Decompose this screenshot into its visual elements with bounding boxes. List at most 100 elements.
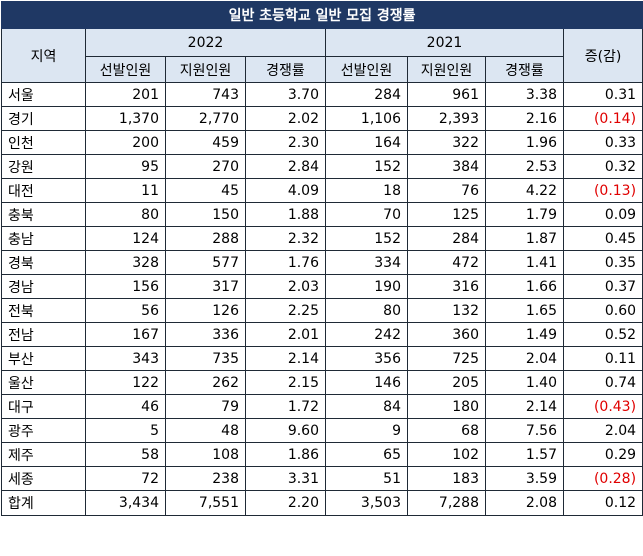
value-cell[interactable]: 76 — [407, 178, 486, 203]
value-cell[interactable]: 2.14 — [245, 346, 326, 371]
value-cell[interactable]: 164 — [325, 130, 408, 155]
value-cell[interactable]: 9.60 — [245, 418, 326, 443]
value-cell[interactable]: 3,503 — [325, 490, 408, 516]
value-cell[interactable]: 2.20 — [245, 490, 326, 516]
value-cell[interactable]: 384 — [407, 154, 486, 179]
value-cell[interactable]: 125 — [407, 202, 486, 227]
value-cell[interactable]: 360 — [407, 322, 486, 347]
value-cell[interactable]: 4.09 — [245, 178, 326, 203]
change-cell[interactable]: 0.60 — [562, 298, 643, 323]
value-cell[interactable]: 2.08 — [485, 490, 564, 516]
value-cell[interactable]: 152 — [325, 226, 408, 251]
region-cell[interactable]: 제주 — [1, 442, 86, 467]
value-cell[interactable]: 18 — [325, 178, 408, 203]
value-cell[interactable]: 1.49 — [485, 322, 564, 347]
value-cell[interactable]: 577 — [165, 250, 246, 275]
value-cell[interactable]: 7,288 — [407, 490, 486, 516]
value-cell[interactable]: 2.53 — [485, 154, 564, 179]
region-cell[interactable]: 합계 — [1, 490, 86, 516]
value-cell[interactable]: 1.88 — [245, 202, 326, 227]
value-cell[interactable]: 735 — [165, 346, 246, 371]
value-cell[interactable]: 1.66 — [485, 274, 564, 299]
change-cell[interactable]: 2.04 — [562, 418, 643, 443]
region-cell[interactable]: 서울 — [1, 82, 86, 107]
value-cell[interactable]: 1.41 — [485, 250, 564, 275]
change-cell[interactable]: 0.32 — [562, 154, 643, 179]
value-cell[interactable]: 84 — [325, 394, 408, 419]
value-cell[interactable]: 2.03 — [245, 274, 326, 299]
region-cell[interactable]: 경남 — [1, 274, 86, 299]
value-cell[interactable]: 126 — [165, 298, 246, 323]
value-cell[interactable]: 46 — [85, 394, 166, 419]
value-cell[interactable]: 262 — [165, 370, 246, 395]
region-cell[interactable]: 충남 — [1, 226, 86, 251]
value-cell[interactable]: 2,393 — [407, 106, 486, 131]
value-cell[interactable]: 322 — [407, 130, 486, 155]
value-cell[interactable]: 124 — [85, 226, 166, 251]
value-cell[interactable]: 459 — [165, 130, 246, 155]
value-cell[interactable]: 1.76 — [245, 250, 326, 275]
change-cell[interactable]: 0.35 — [562, 250, 643, 275]
value-cell[interactable]: 183 — [407, 466, 486, 491]
change-cell[interactable]: 0.31 — [562, 82, 643, 107]
region-cell[interactable]: 세종 — [1, 466, 86, 491]
value-cell[interactable]: 242 — [325, 322, 408, 347]
value-cell[interactable]: 1,106 — [325, 106, 408, 131]
region-cell[interactable]: 전남 — [1, 322, 86, 347]
value-cell[interactable]: 2.01 — [245, 322, 326, 347]
value-cell[interactable]: 70 — [325, 202, 408, 227]
value-cell[interactable]: 1.96 — [485, 130, 564, 155]
value-cell[interactable]: 65 — [325, 442, 408, 467]
value-cell[interactable]: 2.14 — [485, 394, 564, 419]
value-cell[interactable]: 11 — [85, 178, 166, 203]
value-cell[interactable]: 1,370 — [85, 106, 166, 131]
value-cell[interactable]: 48 — [165, 418, 246, 443]
value-cell[interactable]: 80 — [325, 298, 408, 323]
value-cell[interactable]: 2.02 — [245, 106, 326, 131]
value-cell[interactable]: 1.40 — [485, 370, 564, 395]
region-cell[interactable]: 대전 — [1, 178, 86, 203]
value-cell[interactable]: 7,551 — [165, 490, 246, 516]
value-cell[interactable]: 472 — [407, 250, 486, 275]
value-cell[interactable]: 3.31 — [245, 466, 326, 491]
value-cell[interactable]: 146 — [325, 370, 408, 395]
value-cell[interactable]: 200 — [85, 130, 166, 155]
value-cell[interactable]: 80 — [85, 202, 166, 227]
value-cell[interactable]: 2,770 — [165, 106, 246, 131]
value-cell[interactable]: 7.56 — [485, 418, 564, 443]
value-cell[interactable]: 316 — [407, 274, 486, 299]
value-cell[interactable]: 288 — [165, 226, 246, 251]
value-cell[interactable]: 205 — [407, 370, 486, 395]
value-cell[interactable]: 3.70 — [245, 82, 326, 107]
change-cell[interactable]: (0.14) — [562, 106, 643, 131]
value-cell[interactable]: 167 — [85, 322, 166, 347]
change-cell[interactable]: 0.12 — [562, 490, 643, 516]
value-cell[interactable]: 180 — [407, 394, 486, 419]
region-cell[interactable]: 울산 — [1, 370, 86, 395]
value-cell[interactable]: 132 — [407, 298, 486, 323]
value-cell[interactable]: 336 — [165, 322, 246, 347]
value-cell[interactable]: 2.30 — [245, 130, 326, 155]
value-cell[interactable]: 45 — [165, 178, 246, 203]
value-cell[interactable]: 2.25 — [245, 298, 326, 323]
value-cell[interactable]: 317 — [165, 274, 246, 299]
value-cell[interactable]: 334 — [325, 250, 408, 275]
region-cell[interactable]: 충북 — [1, 202, 86, 227]
value-cell[interactable]: 58 — [85, 442, 166, 467]
value-cell[interactable]: 270 — [165, 154, 246, 179]
change-cell[interactable]: 0.37 — [562, 274, 643, 299]
value-cell[interactable]: 5 — [85, 418, 166, 443]
value-cell[interactable]: 2.32 — [245, 226, 326, 251]
value-cell[interactable]: 2.15 — [245, 370, 326, 395]
value-cell[interactable]: 150 — [165, 202, 246, 227]
value-cell[interactable]: 284 — [325, 82, 408, 107]
change-cell[interactable]: 0.11 — [562, 346, 643, 371]
value-cell[interactable]: 328 — [85, 250, 166, 275]
value-cell[interactable]: 51 — [325, 466, 408, 491]
region-cell[interactable]: 경기 — [1, 106, 86, 131]
value-cell[interactable]: 1.87 — [485, 226, 564, 251]
value-cell[interactable]: 79 — [165, 394, 246, 419]
region-cell[interactable]: 광주 — [1, 418, 86, 443]
value-cell[interactable]: 1.72 — [245, 394, 326, 419]
value-cell[interactable]: 356 — [325, 346, 408, 371]
